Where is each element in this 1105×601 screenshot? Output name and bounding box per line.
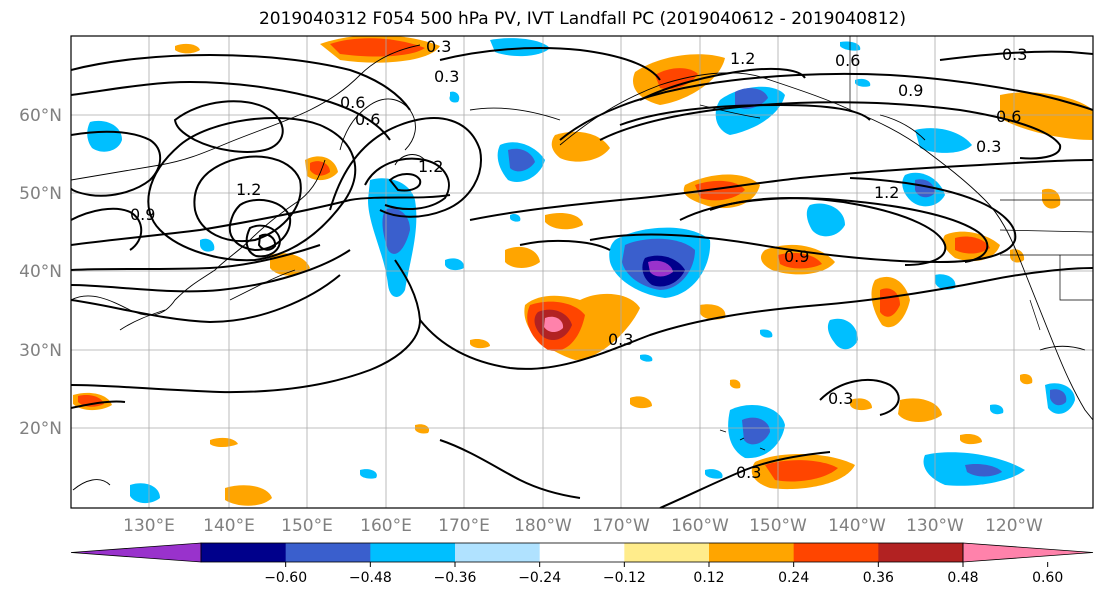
contour-label: 0.9 — [784, 247, 809, 266]
colorbar-tick-label: −0.12 — [603, 570, 646, 586]
colorbar-tick-label: −0.60 — [264, 570, 307, 586]
contour-label: 1.2 — [730, 49, 755, 68]
lon-label: 120°W — [985, 516, 1043, 536]
lat-label: 60°N — [19, 106, 62, 126]
colorbar-tick-label: 0.60 — [1032, 570, 1063, 586]
latitude-labels: 60°N 50°N 40°N 30°N 20°N — [19, 106, 62, 439]
colorbar-segment — [539, 543, 625, 562]
pv-contours — [71, 47, 1093, 508]
colorbar-tick-label: 0.36 — [863, 570, 894, 586]
lon-label: 130°W — [906, 516, 964, 536]
contour-label: 0.3 — [1002, 45, 1027, 64]
contour-label: 0.3 — [608, 330, 633, 349]
colorbar-extend-max — [962, 542, 1094, 563]
contour-label: 0.9 — [130, 205, 155, 224]
colorbar-segment — [455, 543, 541, 562]
positive-anomaly-patches — [73, 36, 1093, 506]
contour-label: 0.9 — [898, 81, 923, 100]
map-title: 2019040312 F054 500 hPa PV, IVT Landfall… — [258, 9, 906, 29]
graticule — [71, 36, 1093, 508]
colorbar-segment — [285, 543, 371, 562]
lat-label: 40°N — [19, 262, 62, 282]
lat-label: 50°N — [19, 184, 62, 204]
lon-label: 170°E — [438, 516, 490, 536]
longitude-labels: 130°E 140°E 150°E 160°E 170°E 180°W 170°… — [123, 516, 1043, 536]
colorbar-tick-label: −0.24 — [518, 570, 561, 586]
contour-label: 0.3 — [426, 37, 451, 56]
colorbar-segment — [201, 543, 287, 562]
colorbar-tick-label: 0.48 — [947, 570, 978, 586]
lon-label: 160°W — [671, 516, 729, 536]
shaded-anomalies — [73, 36, 1093, 506]
colorbar-segment — [878, 543, 964, 562]
colorbar-segment — [370, 543, 456, 562]
colorbar-frame — [200, 542, 964, 563]
lon-label: 140°W — [828, 516, 886, 536]
coastlines — [71, 44, 1093, 491]
lon-label: 140°E — [203, 516, 255, 536]
contour-label: 0.6 — [355, 110, 380, 129]
contour-label: 0.3 — [828, 389, 853, 408]
colorbar-tick-label: −0.36 — [434, 570, 477, 586]
contour-label: 0.6 — [835, 51, 860, 70]
contour-label: 0.3 — [434, 67, 459, 86]
lon-label: 150°E — [281, 516, 333, 536]
lat-label: 20°N — [19, 419, 62, 439]
lon-label: 160°E — [360, 516, 412, 536]
contour-label: 0.3 — [736, 463, 761, 482]
colorbar-tick-label: 0.12 — [693, 570, 724, 586]
colorbar-ticks: −0.60 −0.48 −0.36 −0.24 −0.12 0.12 0.24 0.36 0.4… — [264, 562, 1063, 586]
lon-label: 150°W — [749, 516, 807, 536]
map-frame — [70, 35, 1094, 509]
contour-label: 0.3 — [976, 137, 1001, 156]
contour-labels: 0.3 0.3 0.6 1.2 1.2 0.9 0.6 0.6 0.3 1.2 … — [130, 37, 1027, 482]
colorbar-segment — [709, 543, 795, 562]
colorbar — [70, 542, 1094, 563]
contour-label: 1.2 — [236, 180, 261, 199]
contour-label: 0.6 — [340, 93, 365, 112]
colorbar-segment — [624, 543, 710, 562]
contour-label: 0.6 — [996, 107, 1021, 126]
colorbar-tick-label: −0.48 — [349, 570, 392, 586]
negative-anomaly-patches — [87, 38, 1075, 504]
lon-label: 170°W — [592, 516, 650, 536]
lon-label: 130°E — [123, 516, 175, 536]
colorbar-segment — [793, 543, 879, 562]
lon-label: 180°W — [514, 516, 572, 536]
colorbar-tick-label: 0.24 — [778, 570, 809, 586]
contour-label: 1.2 — [874, 183, 899, 202]
contour-label: 1.2 — [418, 157, 443, 176]
colorbar-extend-min — [70, 542, 202, 563]
lat-label: 30°N — [19, 341, 62, 361]
